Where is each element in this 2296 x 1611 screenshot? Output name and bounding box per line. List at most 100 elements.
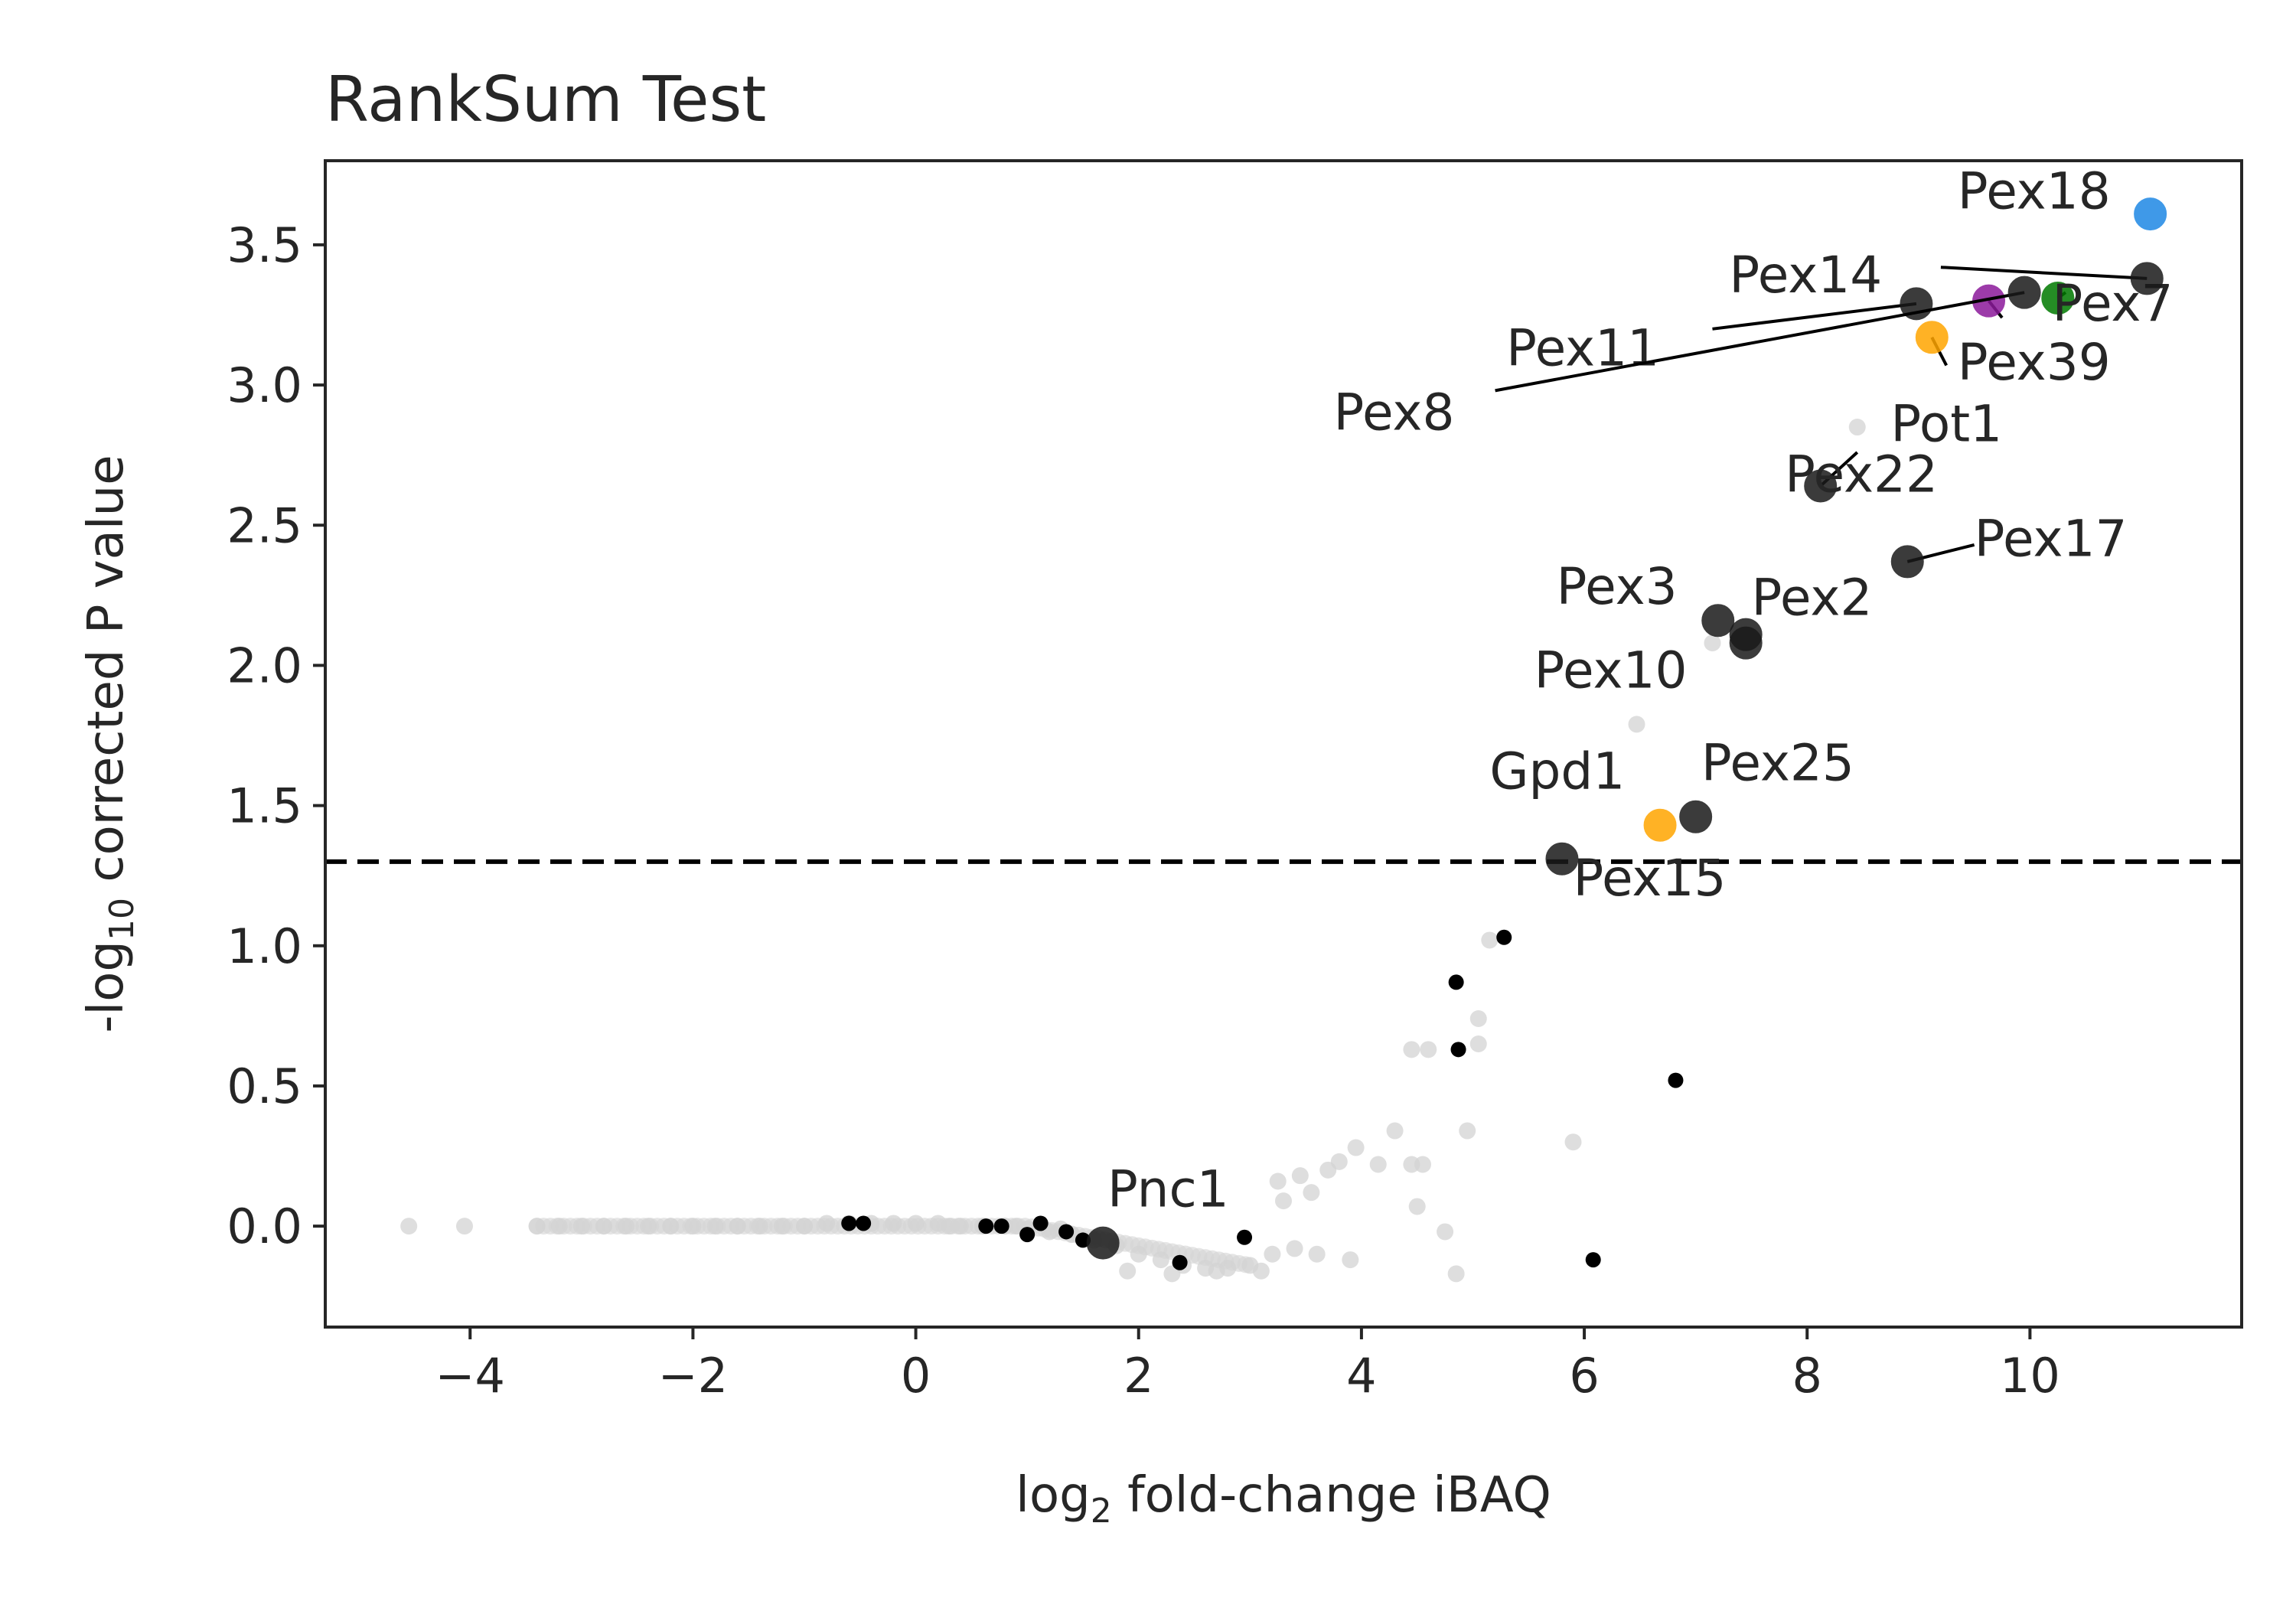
background-point — [1342, 1251, 1359, 1269]
x-tick-label: 4 — [1346, 1348, 1376, 1404]
labeled-point — [1643, 808, 1677, 842]
point-label: Pex15 — [1574, 849, 1727, 908]
y-tick-label: 3.5 — [227, 217, 302, 273]
point-label: Pex18 — [1958, 161, 2111, 220]
x-axis-ticks: −4 −2 0 2 4 6 8 10 — [435, 1327, 2060, 1404]
label-leader-line — [1495, 291, 2025, 393]
x-tick-label: 10 — [2000, 1348, 2060, 1404]
background-point — [1403, 1041, 1420, 1058]
labeled-point — [2130, 262, 2164, 295]
point-label: Pex25 — [1701, 734, 1854, 793]
labeled-point — [1729, 618, 1763, 651]
point-label: Pex11 — [1506, 318, 1659, 377]
y-tick-label: 0.5 — [227, 1058, 302, 1114]
highlight-point — [1172, 1254, 1188, 1270]
background-point — [1286, 1240, 1303, 1257]
x-tick-label: 8 — [1792, 1348, 1822, 1404]
point-label: Pex22 — [1785, 445, 1938, 504]
labeled-point — [1545, 842, 1579, 876]
highlight-point — [856, 1215, 872, 1231]
background-point — [1275, 1192, 1292, 1210]
background-point — [1269, 1172, 1287, 1190]
y-axis-ticks: 0.0 0.5 1.0 1.5 2.0 2.5 3.0 3.5 — [227, 217, 325, 1254]
background-point — [1628, 716, 1645, 733]
background-point — [1408, 1198, 1426, 1215]
highlight-point — [1019, 1227, 1035, 1243]
point-label: Pot1 — [1890, 394, 2002, 453]
labeled-point — [2007, 276, 2041, 309]
x-tick-label: 6 — [1569, 1348, 1599, 1404]
background-point — [1252, 1262, 1270, 1280]
y-tick-label: 2.0 — [227, 638, 302, 693]
labeled-point — [1890, 545, 1924, 579]
background-point — [1303, 1184, 1320, 1202]
point-label: Pnc1 — [1107, 1159, 1229, 1218]
y-tick-label: 3.0 — [227, 357, 302, 413]
label-leader-line — [1940, 266, 2148, 280]
highlight-point — [1450, 1042, 1466, 1058]
x-axis-title-prefix: log — [1016, 1467, 1091, 1524]
background-point — [1469, 1035, 1487, 1052]
background-point — [1163, 1265, 1181, 1283]
background-point — [400, 1218, 418, 1235]
y-axis-title-subscript: 10 — [103, 898, 142, 941]
background-point — [1369, 1156, 1387, 1173]
background-point — [1564, 1133, 1582, 1151]
x-tick-label: 2 — [1124, 1348, 1153, 1404]
background-point — [1414, 1156, 1431, 1173]
background-point — [1308, 1245, 1326, 1263]
x-axis-title-subscript: 2 — [1091, 1492, 1112, 1531]
point-label: Pex3 — [1557, 557, 1678, 616]
background-point — [1848, 419, 1866, 436]
background-point — [1386, 1122, 1404, 1140]
labeled-point — [1804, 469, 1838, 503]
point-label: Pex8 — [1334, 383, 1455, 442]
point-label: Pex2 — [1751, 568, 1872, 627]
highlight-point — [978, 1218, 994, 1234]
point-label: Pex14 — [1729, 246, 1882, 305]
background-point — [1437, 1223, 1454, 1241]
labeled-point — [1701, 604, 1735, 638]
y-axis-title-suffix: corrected P value — [78, 455, 135, 898]
y-tick-label: 0.0 — [227, 1198, 302, 1254]
highlight-point — [1032, 1215, 1049, 1231]
labeled-point — [1086, 1226, 1120, 1260]
point-label: Pex17 — [1975, 510, 2128, 569]
plot-frame — [324, 159, 2243, 1329]
highlight-point — [1585, 1252, 1601, 1268]
background-point — [1237, 1256, 1254, 1273]
highlight-point — [993, 1218, 1009, 1234]
highlight-point — [1668, 1072, 1684, 1088]
y-tick-label: 2.5 — [227, 497, 302, 553]
labeled-point — [2041, 282, 2075, 315]
labeled-point — [1915, 321, 1949, 354]
y-tick-label: 1.5 — [227, 778, 302, 834]
background-point — [1481, 931, 1499, 949]
x-axis-title-suffix: fold-change iBAQ — [1112, 1467, 1551, 1524]
x-tick-label: −4 — [435, 1348, 505, 1404]
y-axis-title: -log10 corrected P value — [78, 455, 142, 1032]
background-point — [1704, 634, 1721, 652]
labeled-point — [1679, 800, 1713, 833]
y-tick-label: 1.0 — [227, 918, 302, 974]
y-axis-title-prefix: -log — [78, 941, 135, 1033]
highlight-point — [1448, 974, 1464, 990]
background-point — [1469, 1010, 1487, 1028]
x-axis-title: log2 fold-change iBAQ — [1016, 1467, 1551, 1531]
highlight-point — [1496, 929, 1512, 945]
x-tick-label: −2 — [658, 1348, 728, 1404]
highlight-point — [1058, 1224, 1075, 1240]
background-point — [1330, 1153, 1348, 1170]
label-leader-line — [1712, 302, 1917, 331]
background-point — [1291, 1167, 1309, 1185]
x-tick-label: 0 — [901, 1348, 931, 1404]
background-point — [1420, 1041, 1437, 1058]
background-point — [1447, 1265, 1465, 1283]
background-point — [1119, 1262, 1137, 1280]
background-point — [455, 1218, 473, 1235]
background-point — [1459, 1122, 1476, 1140]
highlight-point — [1237, 1229, 1253, 1245]
